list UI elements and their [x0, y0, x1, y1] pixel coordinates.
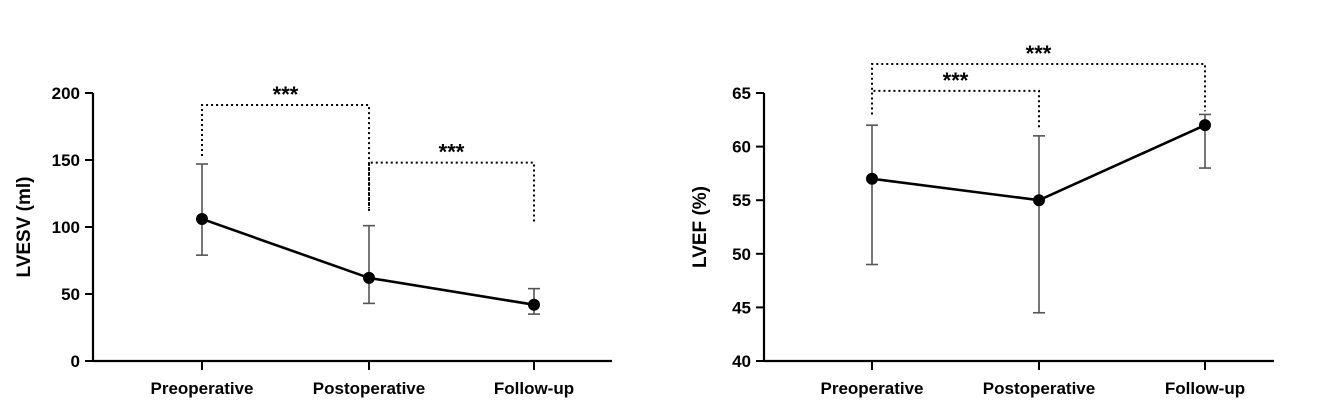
data-point	[363, 271, 375, 284]
significance-label: ***	[1026, 41, 1052, 66]
error-bar	[1033, 135, 1045, 314]
y-tick-label: 50	[61, 285, 80, 304]
y-axis-title: LVESV (ml)	[14, 177, 35, 278]
data-point	[866, 172, 878, 185]
significance-bracket: ***	[871, 41, 1206, 112]
significance-bracket: ***	[368, 140, 535, 222]
y-tick-label: 0	[71, 352, 80, 371]
significance-bracket: ***	[201, 82, 370, 209]
x-tick-label: Follow-up	[494, 379, 574, 398]
lvesv-chart-panel: LVESV (ml) 0 50 100 150 200 Preoperative Posto…	[0, 0, 662, 405]
significance-label: ***	[943, 68, 969, 93]
x-tick-label: Postoperative	[313, 379, 425, 398]
data-point	[1199, 119, 1211, 132]
y-tick-label: 150	[52, 151, 80, 170]
lvef-chart: LVEF (%) 40 45 50 55 60 65 Preoperative Postope…	[690, 41, 1274, 398]
error-bar	[196, 163, 208, 256]
x-tick-label: Preoperative	[151, 379, 254, 398]
data-point	[1033, 194, 1045, 207]
y-tick-label: 55	[732, 191, 751, 210]
x-tick-label: Preoperative	[821, 379, 924, 398]
lvesv-chart: LVESV (ml) 0 50 100 150 200 Preoperative Posto…	[14, 82, 612, 398]
series-line	[201, 217, 535, 307]
significance-bracket-line	[871, 63, 1206, 112]
significance-label: ***	[439, 140, 465, 165]
data-point	[196, 212, 208, 225]
error-bar	[866, 124, 878, 266]
y-tick-label: 45	[732, 298, 751, 317]
y-axis-title: LVEF (%)	[690, 186, 711, 268]
x-tick-label: Follow-up	[1165, 379, 1245, 398]
significance-bracket-line	[368, 161, 535, 222]
lvef-chart-panel: LVEF (%) 40 45 50 55 60 65 Preoperative Postope…	[662, 0, 1324, 405]
error-bar	[363, 224, 375, 305]
y-tick-label: 200	[52, 84, 80, 103]
significance-bracket-line	[871, 89, 1040, 129]
y-tick-label: 60	[732, 138, 751, 157]
y-tick-label: 65	[732, 84, 751, 103]
y-tick-label: 40	[732, 352, 751, 371]
significance-bracket: ***	[871, 68, 1040, 129]
significance-label: ***	[273, 82, 299, 107]
y-tick-label: 50	[732, 245, 751, 264]
data-point	[528, 298, 540, 311]
y-tick-label: 100	[52, 218, 80, 237]
significance-bracket-line	[201, 104, 370, 209]
x-tick-label: Postoperative	[983, 379, 1095, 398]
